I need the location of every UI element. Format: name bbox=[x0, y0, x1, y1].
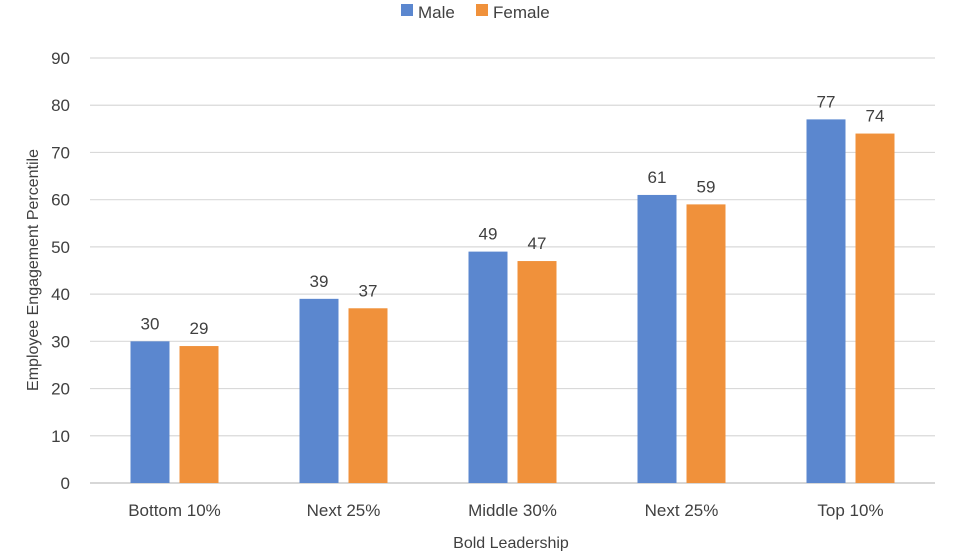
y-tick-label: 30 bbox=[51, 332, 70, 351]
data-label-female: 29 bbox=[190, 319, 209, 338]
x-tick-label: Middle 30% bbox=[468, 501, 557, 520]
bar-female bbox=[517, 261, 557, 483]
y-tick-label: 20 bbox=[51, 380, 70, 399]
data-label-male: 77 bbox=[817, 92, 836, 111]
legend-label-male: Male bbox=[418, 3, 455, 22]
data-label-female: 74 bbox=[866, 107, 885, 126]
gridlines bbox=[90, 57, 935, 484]
y-tick-label: 60 bbox=[51, 191, 70, 210]
y-axis: 0 10 20 30 40 50 60 70 80 90 bbox=[51, 49, 70, 493]
x-axis-title: Bold Leadership bbox=[453, 535, 569, 551]
data-label-female: 37 bbox=[359, 281, 378, 300]
data-label-male: 30 bbox=[141, 314, 160, 333]
y-tick-label: 10 bbox=[51, 427, 70, 446]
bar-male bbox=[806, 119, 846, 483]
bars bbox=[130, 119, 895, 484]
data-labels: 30 29 39 37 49 47 61 59 77 74 bbox=[141, 92, 885, 338]
x-tick-label: Next 25% bbox=[307, 501, 381, 520]
legend-swatch-male bbox=[401, 4, 413, 16]
bar-female bbox=[179, 346, 219, 483]
y-tick-label: 70 bbox=[51, 143, 70, 162]
y-axis-title: Employee Engagement Percentile bbox=[25, 149, 42, 391]
x-axis: Bottom 10% Next 25% Middle 30% Next 25% Top … bbox=[128, 501, 883, 520]
y-tick-label: 80 bbox=[51, 96, 70, 115]
y-tick-label: 90 bbox=[51, 49, 70, 68]
bar-female bbox=[686, 204, 726, 483]
bar-female bbox=[348, 308, 388, 483]
bar-male bbox=[299, 298, 339, 483]
bar-male bbox=[468, 251, 508, 483]
x-tick-label: Top 10% bbox=[817, 501, 883, 520]
legend-label-female: Female bbox=[493, 3, 550, 22]
x-tick-label: Next 25% bbox=[645, 501, 719, 520]
y-tick-label: 50 bbox=[51, 238, 70, 257]
bar-male bbox=[130, 341, 170, 483]
y-tick-label: 0 bbox=[61, 474, 70, 493]
data-label-female: 47 bbox=[528, 234, 547, 253]
bar-male bbox=[637, 194, 677, 483]
data-label-male: 39 bbox=[310, 272, 329, 291]
x-tick-label: Bottom 10% bbox=[128, 501, 221, 520]
legend-swatch-female bbox=[476, 4, 488, 16]
bar-female bbox=[855, 133, 895, 484]
data-label-male: 49 bbox=[479, 225, 498, 244]
data-label-female: 59 bbox=[697, 177, 716, 196]
data-label-male: 61 bbox=[648, 168, 667, 187]
y-tick-label: 40 bbox=[51, 285, 70, 304]
legend: Male Female bbox=[401, 3, 550, 22]
